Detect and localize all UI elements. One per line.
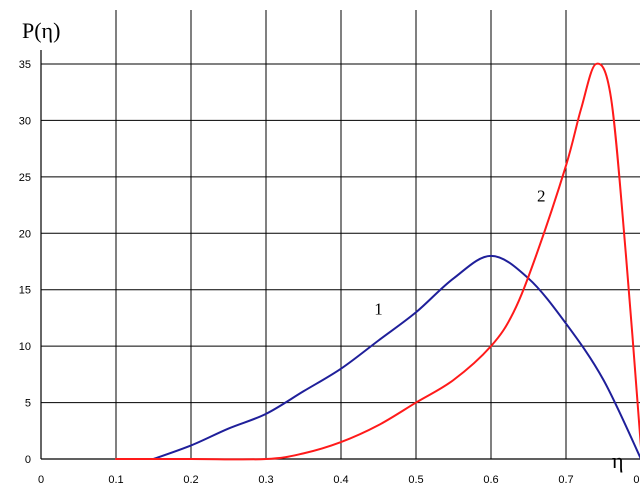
- curve-label-1: 1: [374, 300, 383, 319]
- y-tick-label: 30: [19, 115, 31, 127]
- x-tick-label: 0.5: [408, 474, 423, 486]
- x-tick-label: 0.8: [633, 474, 640, 486]
- x-tick-label: 0.1: [108, 474, 123, 486]
- y-axis-label: P(η): [22, 18, 60, 43]
- x-tick-label: 0.4: [333, 474, 348, 486]
- y-tick-label: 35: [19, 59, 31, 71]
- series-lines: [115, 62, 640, 461]
- series-line-1: [152, 254, 640, 460]
- x-tick-label: 0.7: [558, 474, 573, 486]
- x-axis-label: η: [612, 448, 624, 473]
- series-line-2: [115, 62, 640, 461]
- x-tick-label: 0.6: [483, 474, 498, 486]
- y-tick-label: 10: [19, 341, 31, 353]
- y-tick-label: 15: [19, 285, 31, 297]
- curve-label-2: 2: [537, 187, 546, 206]
- y-tick-label: 20: [19, 228, 31, 240]
- x-tick-label: 0.3: [258, 474, 273, 486]
- x-tick-labels: 0 0.1 0.2 0.3 0.4 0.5 0.6 0.7 0.8: [38, 474, 640, 486]
- x-tick-label: 0.2: [183, 474, 198, 486]
- y-tick-labels: 0 5 10 15 20 25 30 35: [19, 59, 31, 466]
- grid: [41, 10, 640, 459]
- curve-labels: 12: [374, 187, 545, 319]
- y-tick-label: 25: [19, 172, 31, 184]
- y-tick-label: 5: [25, 398, 31, 410]
- y-tick-label: 0: [25, 454, 31, 466]
- x-tick-label: 0: [38, 474, 44, 486]
